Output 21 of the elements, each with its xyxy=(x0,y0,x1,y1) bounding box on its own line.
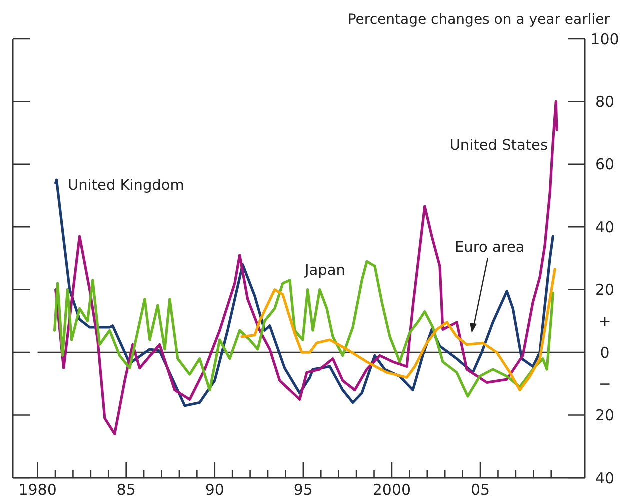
x-tick-label: 05 xyxy=(470,481,490,499)
series-label: Japan xyxy=(304,263,346,279)
series-label: United States xyxy=(450,138,548,154)
series-label: United Kingdom xyxy=(68,178,184,194)
y-tick-label: 80 xyxy=(595,92,615,111)
x-tick-label: 1980 xyxy=(18,481,57,499)
y-tick-label: 20 xyxy=(595,281,615,300)
x-tick-label: 90 xyxy=(205,481,224,499)
y-tick-label: + xyxy=(598,312,612,330)
y-tick-label: − xyxy=(598,375,612,394)
y-axis-title: Percentage changes on a year earlier xyxy=(348,12,610,28)
text: Euro area xyxy=(455,240,525,256)
y-tick-label: 0 xyxy=(600,344,610,362)
y-tick-label: 40 xyxy=(595,469,615,488)
y-tick-label: 40 xyxy=(595,218,615,236)
x-tick-label: 85 xyxy=(116,481,136,499)
x-tick-label: 95 xyxy=(294,481,313,499)
y-tick-label: 60 xyxy=(595,156,615,174)
x-tick-label: 2000 xyxy=(372,481,412,499)
y-tick-label: 100 xyxy=(590,30,620,48)
y-tick-label: 20 xyxy=(595,406,615,425)
